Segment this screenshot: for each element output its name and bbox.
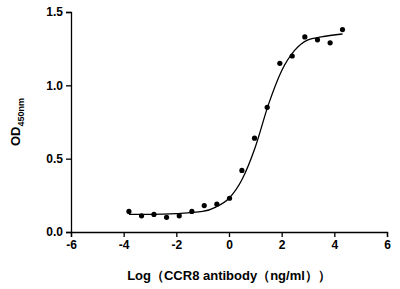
tick-label: 0.0 — [46, 225, 63, 239]
fit-line — [129, 34, 343, 214]
tick-mark — [176, 232, 177, 237]
tick: -6 — [66, 232, 77, 252]
tick-mark — [229, 232, 230, 237]
point — [252, 136, 257, 141]
point — [202, 203, 207, 208]
tick-label: 6 — [384, 238, 391, 252]
tick-mark — [66, 159, 71, 160]
point — [340, 27, 345, 32]
tick-label: 2 — [279, 238, 286, 252]
axis-line — [72, 233, 388, 238]
marks — [126, 27, 345, 220]
tick-mark — [66, 232, 71, 233]
tick: 0 — [226, 232, 233, 252]
tick: 1.0 — [46, 79, 71, 93]
tick-label: -4 — [119, 238, 130, 252]
point — [277, 61, 282, 66]
tick-mark — [124, 232, 125, 237]
tick-mark — [282, 232, 283, 237]
point — [126, 209, 131, 214]
tick-mark — [334, 232, 335, 237]
tick: 0.0 — [46, 225, 71, 239]
tick-label: -6 — [66, 238, 77, 252]
tick-mark — [66, 12, 71, 13]
tick: 6 — [384, 232, 391, 252]
y-axis-title: OD450nm — [8, 98, 26, 146]
axis-line — [66, 13, 72, 233]
tick: 4 — [331, 232, 338, 252]
tick-label: 0.5 — [46, 152, 63, 166]
tick: 2 — [279, 232, 286, 252]
point — [239, 168, 244, 173]
tick: 0.5 — [46, 152, 71, 166]
tick-label: 1.5 — [46, 5, 63, 19]
tick-label: 1.0 — [46, 79, 63, 93]
tick-label: 4 — [331, 238, 338, 252]
x-axis: -6 -4 -2 0 2 4 6 — [66, 232, 391, 252]
tick: 1.5 — [46, 5, 71, 19]
tick-label: -2 — [171, 238, 182, 252]
y-axis: 0.0 0.5 1.0 1.5 — [46, 5, 71, 239]
tick-label: 0 — [226, 238, 233, 252]
tick-mark — [387, 232, 388, 237]
point — [302, 34, 307, 39]
tick: -2 — [171, 232, 182, 252]
point — [164, 215, 169, 220]
point — [328, 40, 333, 45]
x-axis-title: Log（CCR8 antibody（ng/ml）） — [127, 268, 331, 283]
tick-mark — [66, 85, 71, 86]
plot: -6 -4 -2 0 2 4 6 0.0 0.5 1.0 1.5 — [46, 5, 391, 251]
chart: -6 -4 -2 0 2 4 6 0.0 0.5 1.0 1.5 Log（CCR8 antibody（… — [0, 0, 400, 289]
tick: -4 — [119, 232, 130, 252]
